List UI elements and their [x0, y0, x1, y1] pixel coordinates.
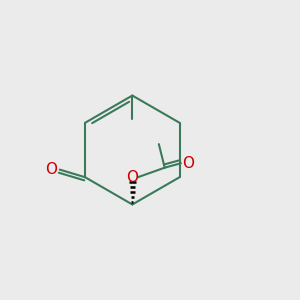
Text: O: O	[182, 156, 194, 171]
Text: O: O	[45, 162, 57, 177]
Text: O: O	[126, 170, 138, 185]
